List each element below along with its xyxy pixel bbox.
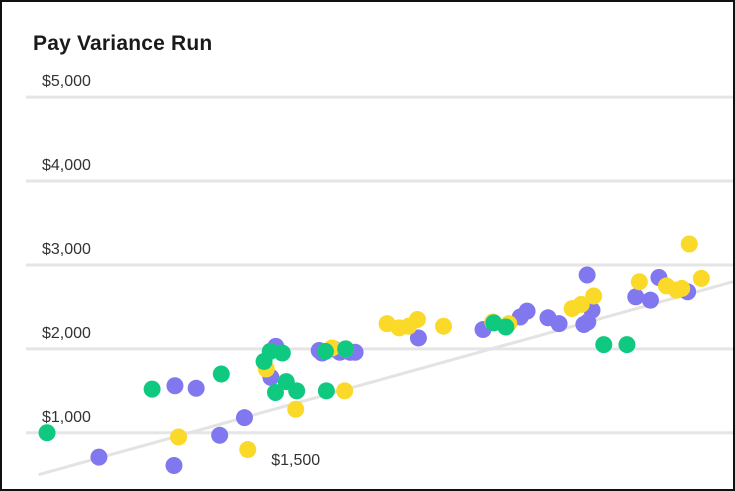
scatter-point <box>618 336 636 354</box>
scatter-point <box>38 424 56 442</box>
scatter-point <box>287 400 305 418</box>
scatter-point <box>680 235 698 253</box>
y-tick-label: $3,000 <box>42 241 91 258</box>
scatter-point <box>90 448 108 466</box>
y-tick-label: $5,000 <box>42 73 91 90</box>
scatter-point <box>235 409 253 427</box>
scatter-point <box>166 377 184 395</box>
scatter-point <box>273 344 291 362</box>
scatter-point <box>337 340 355 358</box>
scatter-point <box>585 287 603 305</box>
y-tick-label: $4,000 <box>42 157 91 174</box>
scatter-point <box>266 383 284 401</box>
scatter-point <box>288 382 306 400</box>
trend-layer <box>38 280 733 477</box>
scatter-point <box>143 380 161 398</box>
scatter-point <box>336 382 354 400</box>
points-layer <box>38 235 710 475</box>
scatter-point <box>408 310 426 328</box>
scatter-point <box>518 302 536 320</box>
trend-line <box>38 280 733 477</box>
scatter-point <box>316 342 334 360</box>
scatter-point <box>435 317 453 335</box>
scatter-point <box>170 428 188 446</box>
scatter-point <box>627 288 645 306</box>
scatter-point <box>578 266 596 284</box>
grid-layer <box>26 95 733 435</box>
scatter-point <box>239 441 257 459</box>
scatter-point <box>165 457 183 475</box>
y-tick-label: $1,000 <box>42 409 91 426</box>
scatter-point <box>317 382 335 400</box>
scatter-point <box>692 269 710 287</box>
x-tick-label: $1,500 <box>271 452 320 469</box>
y-tick-label: $2,000 <box>42 325 91 342</box>
scatter-point <box>211 426 229 444</box>
scatter-point <box>572 295 590 313</box>
scatter-point <box>212 365 230 383</box>
scatter-point <box>187 379 205 397</box>
scatter-point <box>673 279 691 297</box>
scatter-point <box>641 291 659 309</box>
scatter-point <box>630 273 648 291</box>
ticks-layer: $1,000 $2,000 $3,000 $4,000 $5,000 $1,500 <box>42 73 320 469</box>
scatter-point <box>550 315 568 333</box>
scatter-point <box>409 329 427 347</box>
scatter-point <box>497 318 515 336</box>
chart-title: Pay Variance Run <box>33 32 213 55</box>
scatter-point <box>595 336 613 354</box>
